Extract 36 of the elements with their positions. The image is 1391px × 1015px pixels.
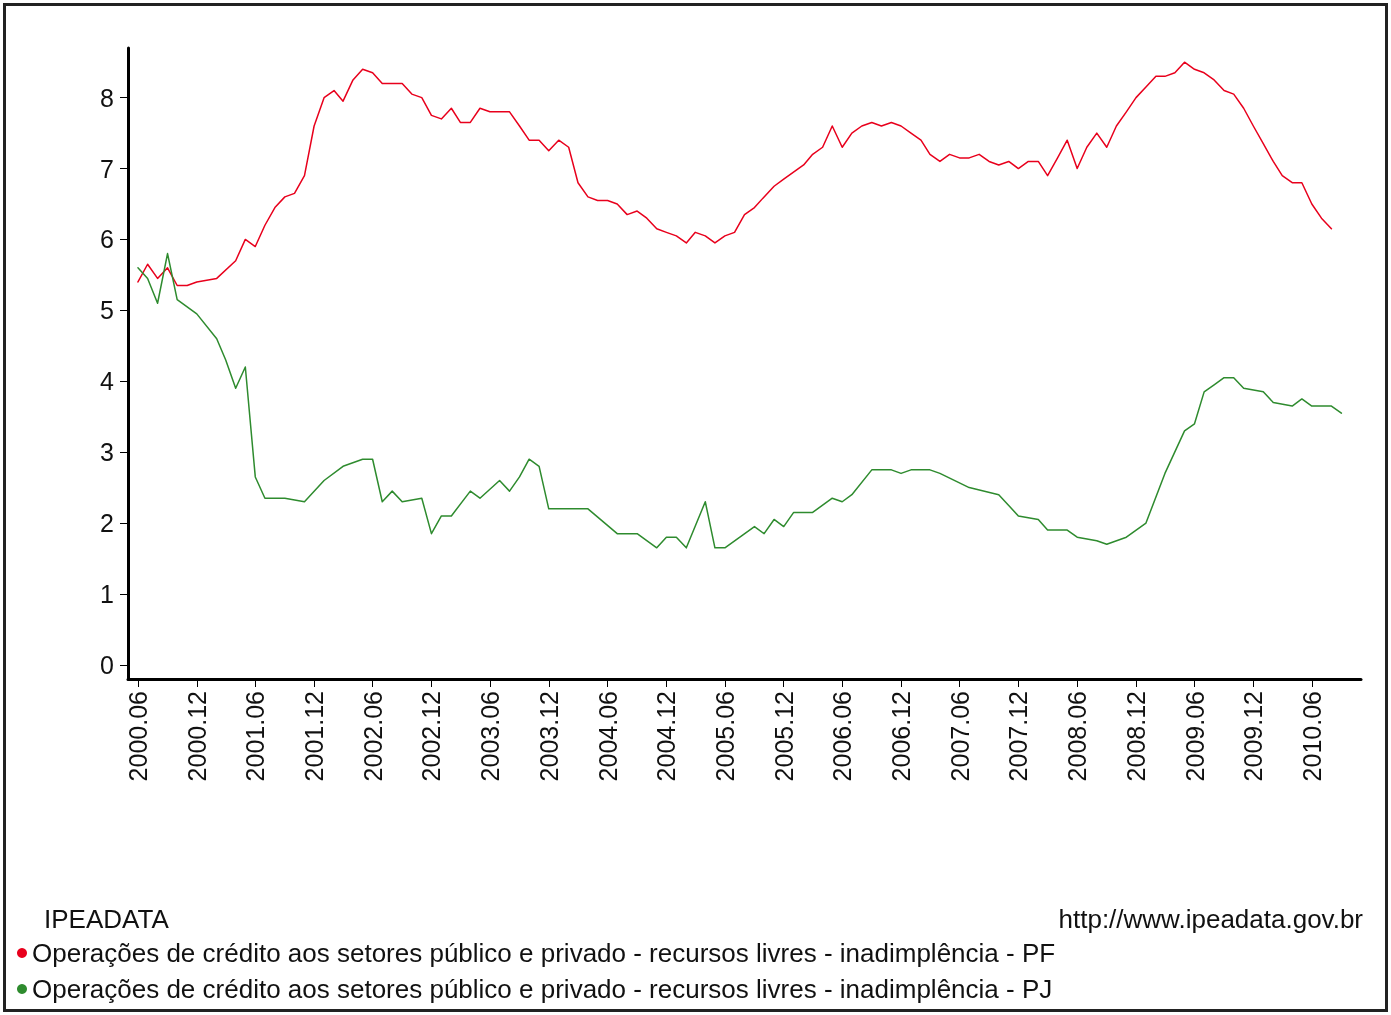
text: IPEADATA (44, 904, 170, 934)
x-tick-label: 2005.06 (710, 691, 739, 782)
line-series (137, 252, 1343, 549)
y-tick-label: 8 (100, 83, 114, 112)
x-tick-label: 2006.12 (887, 691, 916, 782)
x-tick-label: 2008.06 (1063, 691, 1092, 782)
legend-label: Operações de crédito aos setores público e privado - recursos livres - inadimplência - PF (32, 938, 1056, 968)
x-tick-label: 2000.12 (182, 691, 211, 782)
x-tick-label: 2004.06 (593, 691, 622, 782)
x-tick-label: 2003.06 (475, 691, 504, 782)
y-tick-label: 0 (100, 650, 114, 679)
y-tick-label: 6 (100, 225, 114, 254)
line-series (137, 61, 1333, 287)
x-tick-label: 2003.12 (534, 691, 563, 782)
x-tick-label: 2006.06 (828, 691, 857, 782)
x-tick-label: 2009.06 (1180, 691, 1209, 782)
y-tick-label: 1 (100, 579, 114, 608)
y-tick-label: 4 (100, 367, 115, 396)
x-tick-label: 2007.12 (1004, 691, 1033, 782)
x-tick-label: 2002.12 (417, 691, 446, 782)
x-tick-label: 2001.06 (241, 691, 270, 782)
x-tick-label: 2010.06 (1297, 691, 1326, 782)
x-tick-label: 2009.12 (1239, 691, 1268, 782)
y-tick-label: 2 (100, 509, 114, 538)
x-tick-label: 2008.12 (1122, 691, 1150, 782)
text: http://www.ipeadata.gov.br (1058, 904, 1364, 934)
x-tick-label: 2007.06 (945, 691, 974, 782)
y-tick-label: 3 (100, 438, 114, 467)
x-tick-label: 2002.06 (358, 691, 387, 782)
legend-label: Operações de crédito aos setores público e privado - recursos livres - inadimplência - PJ (32, 974, 1053, 1004)
x-tick-label: 2001.12 (300, 691, 329, 782)
x-tick-label: 2004.12 (652, 691, 681, 782)
x-tick-label: 2000.06 (123, 691, 152, 782)
y-tick-label: 5 (100, 296, 114, 325)
x-tick-label: 2005.12 (769, 691, 798, 782)
y-tick-label: 7 (100, 154, 114, 183)
